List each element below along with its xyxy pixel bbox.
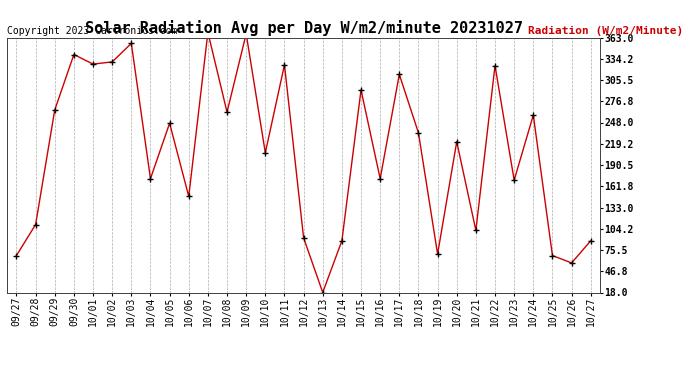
Text: Radiation (W/m2/Minute): Radiation (W/m2/Minute) (528, 26, 683, 36)
Title: Solar Radiation Avg per Day W/m2/minute 20231027: Solar Radiation Avg per Day W/m2/minute … (85, 20, 522, 36)
Text: Copyright 2023 Cartronics.com: Copyright 2023 Cartronics.com (7, 26, 177, 36)
